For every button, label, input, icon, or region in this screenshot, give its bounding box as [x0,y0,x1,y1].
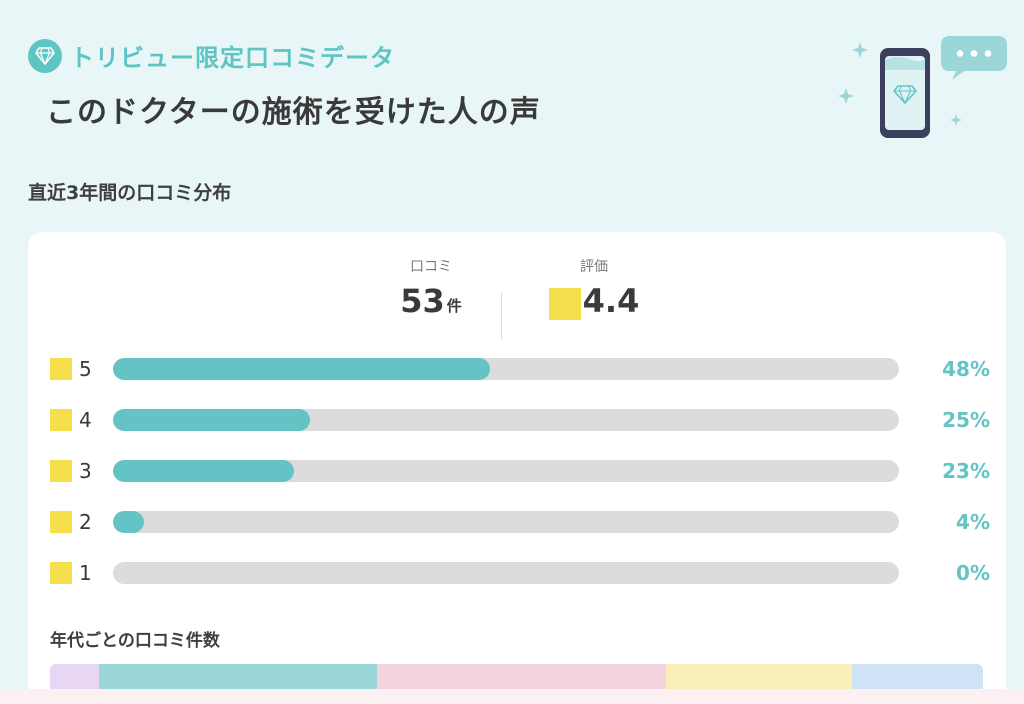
bar-track [113,358,899,380]
brand-label: トリビュー限定口コミデータ [70,44,395,72]
smartphone-diamond-icon [832,30,1012,150]
review-count-unit: 件 [446,297,462,315]
bottom-band [0,689,1024,704]
bar-track [113,460,899,482]
row-star-number: 4 [79,408,92,432]
star-icon [50,562,72,584]
bar-fill [113,460,294,482]
review-count-block: 口コミ 53 件 [386,256,476,320]
review-count-label: 口コミ [410,259,452,275]
review-distribution-card: 口コミ 53 件 評価 4.4 5 48% 4 25% 3 [28,232,1006,704]
section-title: 直近3年間の口コミ分布 [28,182,232,204]
star-icon [50,460,72,482]
bar-fill [113,358,491,380]
bar-track [113,511,899,533]
speech-bubble-icon [941,36,1007,80]
review-count-value: 53 件 [386,282,476,320]
rating-number: 4.4 [582,282,640,320]
star-icon [50,511,72,533]
brand-row: トリビュー限定口コミデータ [28,38,728,73]
distribution-row: 4 25% [50,407,990,458]
distribution-row: 2 4% [50,509,990,560]
bar-track [113,409,899,431]
bar-track [113,562,899,584]
age-section-title: 年代ごとの口コミ件数 [50,631,220,651]
bar-fill [113,409,310,431]
row-percent: 0% [956,561,990,585]
summary-divider [501,292,502,340]
distribution-row: 3 23% [50,458,990,509]
rating-label: 評価 [580,259,608,275]
row-percent: 23% [942,459,990,483]
row-star-number: 3 [79,459,92,483]
row-percent: 25% [942,408,990,432]
row-percent: 48% [942,357,990,381]
star-icon [548,288,581,320]
row-star-number: 2 [79,510,92,534]
header: トリビュー限定口コミデータ このドクターの施術を受けた人の声 [28,38,728,131]
diamond-icon [28,38,62,73]
row-star-number: 1 [79,561,92,585]
distribution-row: 5 48% [50,356,990,407]
row-percent: 4% [956,510,990,534]
rating-value: 4.4 [544,282,644,320]
review-count-number: 53 [400,282,445,320]
page-title: このドクターの施術を受けた人の声 [46,95,541,130]
row-star-number: 5 [79,357,92,381]
rating-distribution: 5 48% 4 25% 3 23% 2 4% 1 0% [50,356,990,611]
review-summary: 口コミ 53 件 評価 4.4 [28,256,1006,340]
bar-fill [113,511,145,533]
rating-block: 評価 4.4 [544,256,644,320]
distribution-row: 1 0% [50,560,990,611]
star-icon [50,409,72,431]
star-icon [50,358,72,380]
